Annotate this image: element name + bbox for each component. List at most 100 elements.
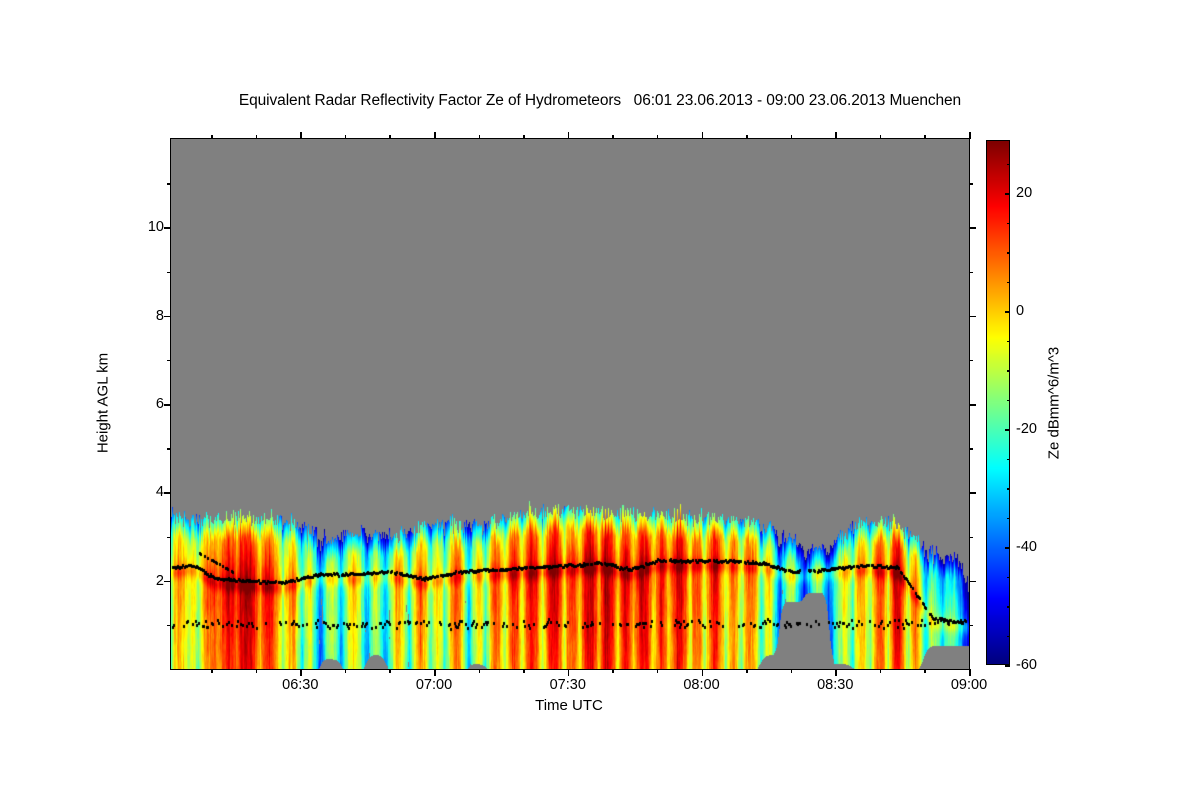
x-tick-minor (612, 669, 614, 673)
x-tick-minor (790, 669, 793, 673)
x-tick-major (969, 669, 971, 676)
y-tick-major-right (969, 492, 976, 494)
y-tick-minor (167, 271, 171, 273)
y-tick-label: 10 (147, 219, 164, 236)
x-tick-label: 09:00 (950, 677, 988, 693)
colorbar-tick-label: 20 (1016, 185, 1033, 202)
colorbar-tick-label: 0 (1016, 303, 1025, 320)
colorbar-tick-label: -20 (1016, 421, 1037, 438)
colorbar-tick-minor (1007, 163, 1010, 166)
x-tick-minor-top (790, 135, 793, 139)
y-tick-minor (167, 359, 171, 362)
colorbar-tick (1005, 665, 1010, 667)
x-tick-major-top (835, 132, 837, 139)
colorbar-tick-minor (1007, 635, 1010, 637)
colorbar-tick-minor (1007, 340, 1010, 343)
y-tick-major (164, 580, 171, 583)
y-tick-minor-right (969, 359, 973, 362)
y-axis-title: Height AGL km (94, 352, 112, 454)
y-tick-minor-right (969, 271, 973, 273)
x-tick-minor-top (344, 135, 347, 139)
x-tick-major-top (434, 132, 436, 139)
x-tick-minor (924, 669, 926, 673)
colorbar-tick-label: -60 (1016, 657, 1037, 673)
y-tick-major (164, 492, 171, 494)
x-tick-major-top (969, 132, 971, 139)
y-tick-major-right (969, 227, 976, 229)
y-tick-major (164, 315, 171, 318)
x-axis-title: Time UTC (535, 697, 603, 714)
colorbar-tick-minor (1007, 606, 1010, 608)
x-tick-minor (879, 669, 882, 673)
y-tick-major (164, 227, 171, 229)
y-tick-minor (167, 624, 171, 627)
colorbar-tick-minor (1007, 517, 1010, 520)
x-tick-major (835, 669, 837, 676)
x-tick-minor-top (746, 135, 748, 139)
colorbar-tick-minor (1007, 281, 1010, 284)
y-tick-label: 4 (155, 484, 164, 501)
x-tick-minor-top (656, 135, 659, 139)
colorbar-tick (1005, 311, 1010, 313)
x-tick-minor-top (478, 135, 481, 139)
plot-axes[interactable]: 10 8 6 4 2 06:30 07:00 07:30 08:00 08:30 09:00 (148, 132, 987, 693)
colorbar-gradient (986, 140, 1010, 665)
y-tick-major-right (969, 404, 976, 406)
x-tick-minor-top (211, 135, 213, 139)
colorbar-tick-label: -40 (1016, 539, 1037, 556)
x-tick-major (701, 669, 703, 676)
colorbar-tick-minor (1007, 488, 1010, 490)
x-tick-minor-top (389, 135, 391, 139)
x-tick-label: 06:30 (282, 677, 319, 693)
reflectivity-heatmap (171, 139, 969, 669)
y-tick-minor-right (969, 448, 973, 450)
colorbar[interactable]: 20 0 -20 -40 -60 (986, 140, 1037, 673)
x-tick-major (300, 669, 302, 676)
x-tick-major-top (567, 132, 570, 139)
y-tick-major-right (969, 315, 976, 318)
x-tick-minor (523, 669, 525, 673)
x-tick-major-top (300, 132, 302, 139)
colorbar-tick-minor (1007, 576, 1010, 579)
colorbar-tick-minor (1007, 222, 1010, 225)
x-tick-major (567, 669, 570, 676)
y-tick-label: 6 (155, 396, 164, 412)
colorbar-title: Ze dBmm^6/m^3 (1045, 346, 1063, 460)
colorbar-tick (1005, 429, 1010, 431)
y-tick-minor-right (969, 536, 973, 538)
x-tick-minor (746, 669, 748, 673)
x-tick-label: 07:30 (549, 677, 586, 693)
x-tick-minor-top (255, 135, 258, 139)
x-tick-minor-top (523, 135, 525, 139)
colorbar-tick-minor (1007, 370, 1010, 372)
x-tick-label: 07:00 (415, 677, 453, 693)
chart-title: Equivalent Radar Reflectivity Factor Ze … (238, 92, 962, 109)
y-tick-major (164, 404, 171, 406)
y-tick-minor-right (969, 624, 973, 627)
x-tick-minor-top (879, 135, 882, 139)
x-tick-minor (656, 669, 659, 673)
x-tick-label: 08:30 (817, 677, 854, 693)
y-tick-minor-right (969, 183, 973, 185)
x-tick-major-top (701, 132, 703, 139)
x-tick-minor (478, 669, 481, 673)
x-tick-major (434, 669, 436, 676)
y-tick-minor (167, 183, 171, 185)
colorbar-tick (1005, 547, 1010, 549)
y-tick-label: 8 (155, 307, 164, 324)
colorbar-tick-minor (1007, 399, 1010, 402)
x-tick-minor (389, 669, 391, 673)
x-tick-minor-top (612, 135, 614, 139)
y-tick-major-right (969, 580, 976, 583)
x-tick-minor-top (924, 135, 926, 139)
colorbar-tick-minor (1007, 252, 1010, 254)
x-tick-label: 08:00 (683, 677, 720, 693)
x-tick-minor (255, 669, 258, 673)
colorbar-tick (1005, 193, 1010, 195)
y-tick-minor (167, 448, 171, 450)
y-tick-label: 2 (155, 572, 164, 589)
x-tick-minor (211, 669, 213, 673)
colorbar-tick-minor (1007, 458, 1010, 461)
y-tick-minor (167, 536, 171, 538)
